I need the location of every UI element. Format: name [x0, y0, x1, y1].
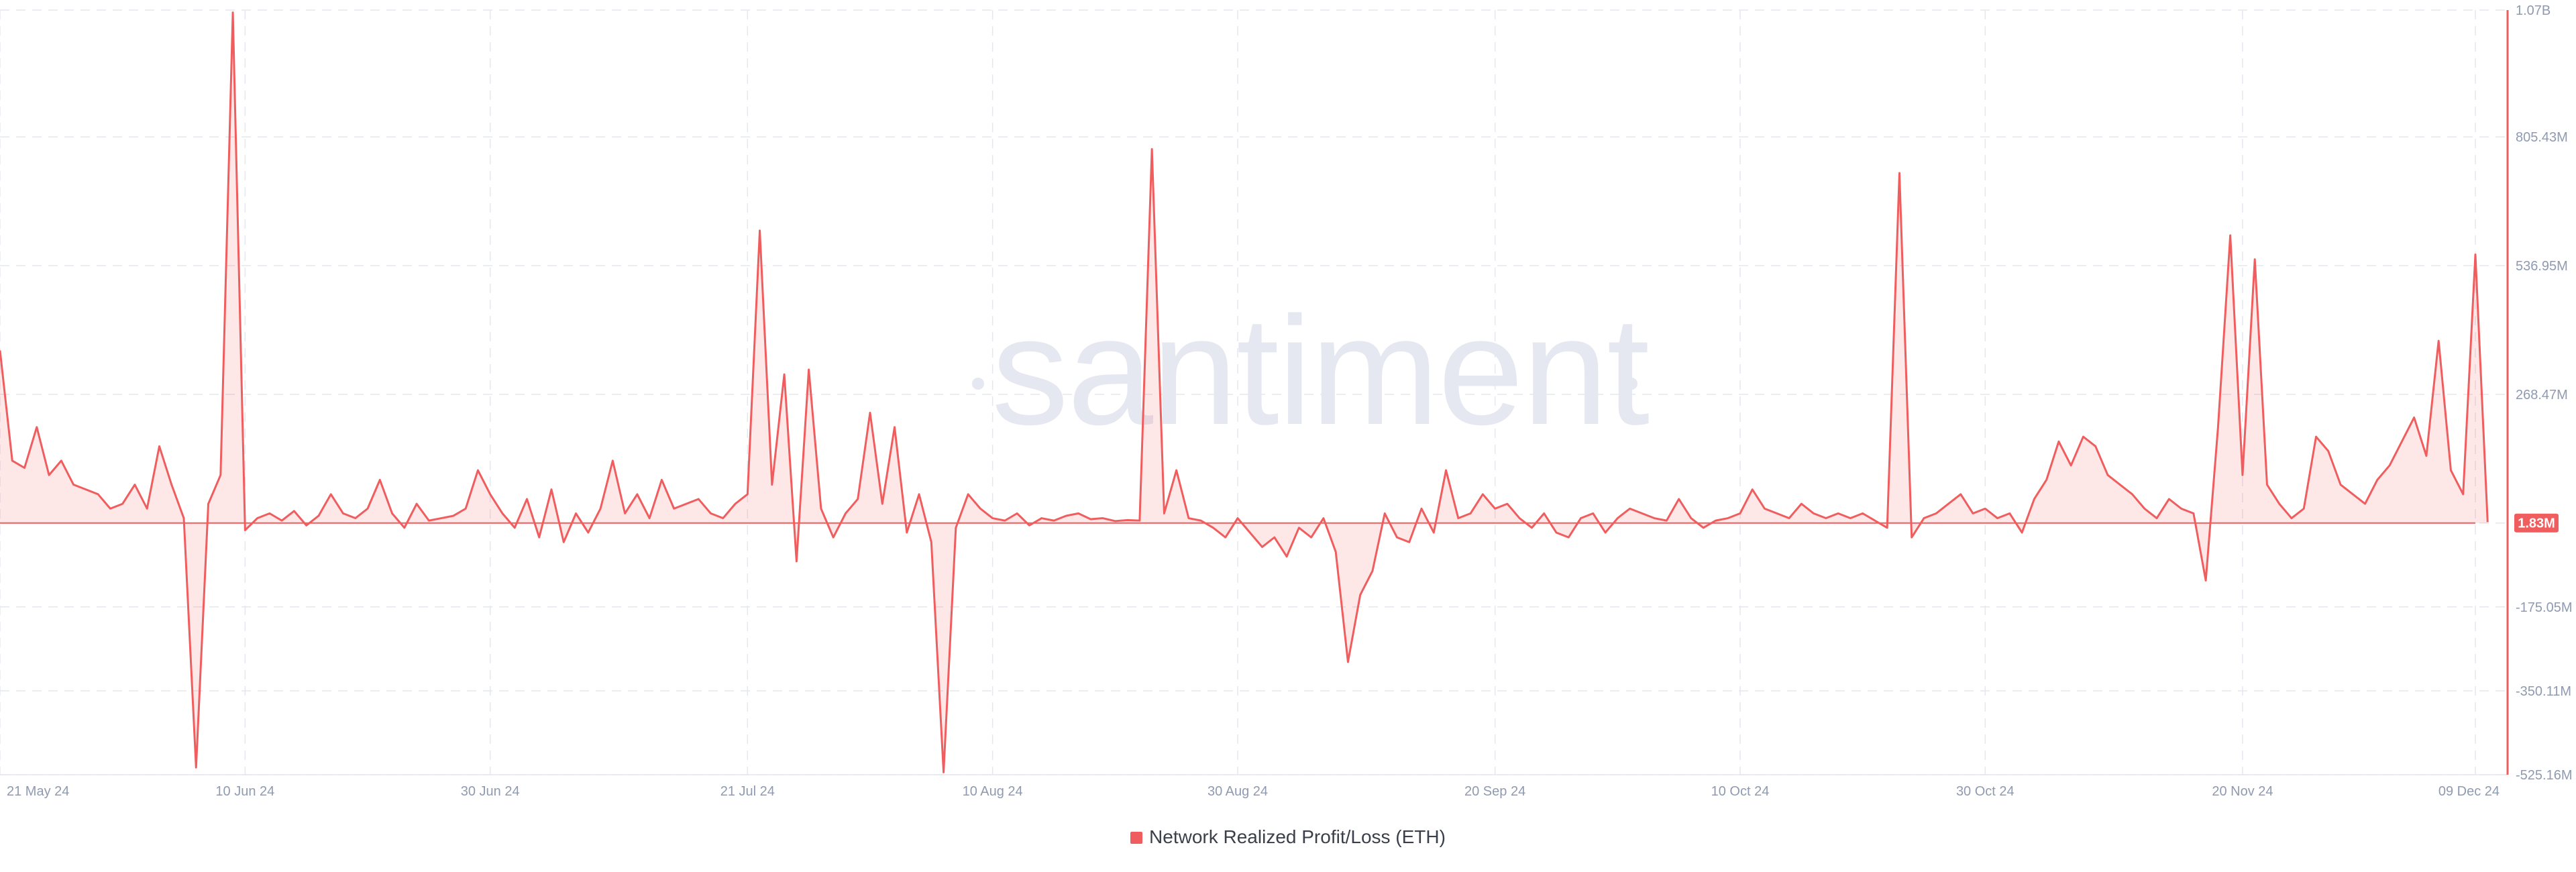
x-tick-label: 30 Oct 24: [1956, 784, 2015, 799]
y-tick-label: 536.95M: [2516, 259, 2568, 274]
y-tick-label: 1.07B: [2516, 3, 2551, 18]
current-value-label: 1.83M: [2518, 516, 2555, 531]
x-tick-label: 10 Oct 24: [1711, 784, 1770, 799]
x-tick-label: 20 Sep 24: [1464, 784, 1525, 799]
legend-label: Network Realized Profit/Loss (ETH): [1149, 826, 1446, 847]
x-tick-label: 09 Dec 24: [2438, 784, 2500, 799]
x-tick-label: 21 May 24: [7, 784, 69, 799]
current-value-badge-bg: [2514, 513, 2559, 533]
y-tick-label: 805.43M: [2516, 130, 2568, 145]
x-tick-label: 20 Nov 24: [2212, 784, 2273, 799]
x-tick-label: 30 Aug 24: [1208, 784, 1268, 799]
legend-swatch: [1130, 832, 1143, 844]
watermark-text: santiment: [991, 284, 1649, 457]
y-tick-label: -175.05M: [2516, 600, 2573, 615]
axes: 1.07B 805.43M 536.95M 268.47M -175.05M -350.1…: [7, 3, 2573, 799]
x-tick-label: 10 Jun 24: [215, 784, 274, 799]
x-tick-label: 10 Aug 24: [963, 784, 1023, 799]
current-value-badge: 1.83M: [2514, 513, 2559, 533]
x-tick-label: 30 Jun 24: [461, 784, 520, 799]
series-line: [0, 11, 2489, 773]
y-tick-label: -350.11M: [2516, 684, 2571, 699]
legend[interactable]: Network Realized Profit/Loss (ETH): [0, 826, 2576, 848]
watermark-dot-left: [972, 378, 984, 390]
x-tick-label: 21 Jul 24: [720, 784, 775, 799]
y-tick-label: -525.16M: [2516, 768, 2573, 783]
watermark-dot-right: [1625, 378, 1638, 390]
series-network-realized-profit-loss: [0, 11, 2489, 773]
watermark: santiment: [972, 284, 1650, 457]
grid: [0, 9, 2508, 775]
y-tick-label: 268.47M: [2516, 388, 2568, 402]
